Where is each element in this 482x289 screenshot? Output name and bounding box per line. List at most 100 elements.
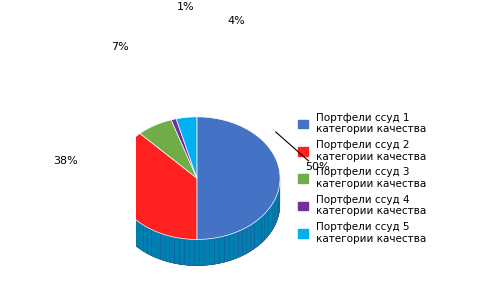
PathPatch shape xyxy=(119,200,121,229)
PathPatch shape xyxy=(189,239,192,266)
PathPatch shape xyxy=(140,223,144,251)
PathPatch shape xyxy=(197,239,200,266)
PathPatch shape xyxy=(133,217,136,246)
PathPatch shape xyxy=(246,226,248,254)
PathPatch shape xyxy=(214,237,219,264)
PathPatch shape xyxy=(264,211,267,240)
PathPatch shape xyxy=(133,217,134,244)
PathPatch shape xyxy=(271,203,273,233)
PathPatch shape xyxy=(254,220,257,249)
PathPatch shape xyxy=(275,197,276,225)
PathPatch shape xyxy=(166,235,171,263)
PathPatch shape xyxy=(248,225,251,253)
PathPatch shape xyxy=(229,234,232,261)
PathPatch shape xyxy=(115,190,116,219)
Text: 1%: 1% xyxy=(177,2,195,12)
PathPatch shape xyxy=(192,239,197,266)
PathPatch shape xyxy=(171,236,174,263)
Polygon shape xyxy=(197,117,280,240)
PathPatch shape xyxy=(120,201,122,231)
PathPatch shape xyxy=(118,197,120,227)
PathPatch shape xyxy=(241,228,246,256)
PathPatch shape xyxy=(278,189,279,219)
PathPatch shape xyxy=(276,194,277,224)
PathPatch shape xyxy=(122,205,124,234)
PathPatch shape xyxy=(134,218,137,247)
PathPatch shape xyxy=(189,239,195,266)
PathPatch shape xyxy=(207,238,213,265)
PathPatch shape xyxy=(268,208,270,237)
PathPatch shape xyxy=(157,232,161,260)
PathPatch shape xyxy=(152,229,156,258)
PathPatch shape xyxy=(265,211,268,240)
PathPatch shape xyxy=(125,209,126,237)
PathPatch shape xyxy=(161,234,163,261)
PathPatch shape xyxy=(168,236,171,263)
PathPatch shape xyxy=(156,231,161,260)
PathPatch shape xyxy=(256,218,260,247)
PathPatch shape xyxy=(209,238,214,265)
PathPatch shape xyxy=(136,220,140,249)
PathPatch shape xyxy=(171,236,176,264)
PathPatch shape xyxy=(220,236,225,263)
PathPatch shape xyxy=(150,229,152,256)
PathPatch shape xyxy=(203,239,207,266)
PathPatch shape xyxy=(262,214,264,242)
PathPatch shape xyxy=(200,239,205,266)
PathPatch shape xyxy=(161,234,166,262)
PathPatch shape xyxy=(266,210,268,238)
PathPatch shape xyxy=(114,186,115,216)
PathPatch shape xyxy=(223,235,228,263)
PathPatch shape xyxy=(146,226,147,254)
PathPatch shape xyxy=(187,239,189,265)
PathPatch shape xyxy=(174,237,180,264)
PathPatch shape xyxy=(192,239,194,266)
PathPatch shape xyxy=(185,239,189,266)
PathPatch shape xyxy=(195,239,200,266)
PathPatch shape xyxy=(241,228,245,256)
PathPatch shape xyxy=(233,232,237,260)
PathPatch shape xyxy=(197,239,202,266)
PathPatch shape xyxy=(148,228,152,256)
PathPatch shape xyxy=(256,220,258,248)
PathPatch shape xyxy=(176,238,178,264)
PathPatch shape xyxy=(228,234,233,261)
PathPatch shape xyxy=(200,239,204,266)
PathPatch shape xyxy=(166,235,168,262)
PathPatch shape xyxy=(271,204,272,232)
PathPatch shape xyxy=(245,226,249,254)
PathPatch shape xyxy=(115,190,116,220)
PathPatch shape xyxy=(215,237,220,264)
PathPatch shape xyxy=(272,201,274,230)
PathPatch shape xyxy=(210,238,215,265)
PathPatch shape xyxy=(267,208,270,237)
Polygon shape xyxy=(140,120,197,178)
PathPatch shape xyxy=(232,232,237,260)
PathPatch shape xyxy=(147,227,150,255)
PathPatch shape xyxy=(210,238,213,265)
PathPatch shape xyxy=(274,199,275,228)
PathPatch shape xyxy=(273,200,275,229)
PathPatch shape xyxy=(204,239,209,266)
PathPatch shape xyxy=(129,214,131,242)
PathPatch shape xyxy=(258,218,260,246)
PathPatch shape xyxy=(124,208,127,238)
PathPatch shape xyxy=(234,231,238,259)
PathPatch shape xyxy=(145,226,149,254)
PathPatch shape xyxy=(228,234,232,262)
PathPatch shape xyxy=(261,214,265,243)
PathPatch shape xyxy=(235,231,238,259)
PathPatch shape xyxy=(232,233,235,260)
PathPatch shape xyxy=(279,183,280,213)
PathPatch shape xyxy=(152,230,154,257)
PathPatch shape xyxy=(258,217,261,246)
PathPatch shape xyxy=(185,239,190,266)
PathPatch shape xyxy=(224,235,228,262)
PathPatch shape xyxy=(275,196,276,226)
Polygon shape xyxy=(114,134,197,240)
PathPatch shape xyxy=(219,236,223,263)
PathPatch shape xyxy=(118,198,120,227)
Text: 4%: 4% xyxy=(228,16,245,25)
PathPatch shape xyxy=(121,203,123,233)
PathPatch shape xyxy=(249,223,253,252)
